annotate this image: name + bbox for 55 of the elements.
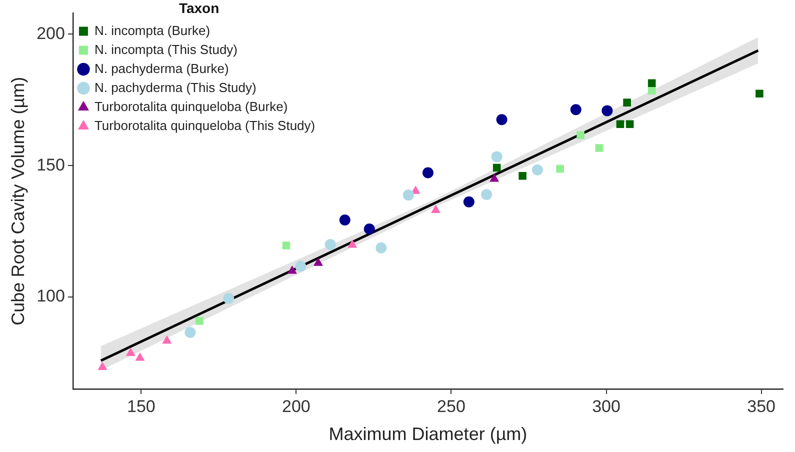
point [576, 131, 584, 140]
point [324, 238, 336, 250]
point [282, 242, 290, 250]
point [295, 260, 306, 272]
point [602, 105, 613, 116]
point [287, 266, 297, 274]
x-tick-label: 150 [126, 396, 156, 416]
legend-label: N. incompta (This Study) [94, 42, 238, 57]
point [98, 362, 108, 370]
point [223, 292, 234, 304]
point [364, 223, 375, 234]
point [518, 172, 526, 180]
point [422, 167, 434, 178]
point [756, 90, 764, 98]
point [623, 98, 631, 106]
point [402, 190, 414, 201]
y-axis-title: Cube Root Cavity Volume (µm) [8, 76, 28, 326]
point [376, 242, 387, 254]
point [570, 104, 582, 116]
legend-label: N. incompta (Burke) [94, 22, 210, 38]
y-tick-label: 200 [36, 24, 65, 43]
x-tick-label: 350 [747, 396, 776, 416]
point [463, 196, 474, 208]
x-axis-title: Maximum Diameter (µm) [328, 424, 528, 444]
y-tick-label: 100 [36, 286, 65, 306]
point [491, 151, 502, 162]
point [196, 317, 204, 325]
point [626, 120, 634, 128]
point [184, 327, 196, 338]
point [595, 144, 604, 152]
point [126, 348, 136, 356]
point [616, 120, 624, 128]
legend-label: Turborotalita quinqueloba (This Study) [94, 118, 316, 133]
legend-label: N. pachyderma (This Study) [94, 80, 256, 95]
point [490, 174, 500, 182]
point [162, 335, 172, 344]
x-tick-label: 250 [437, 396, 466, 416]
point [339, 214, 350, 226]
y-tick-label: 150 [36, 155, 65, 174]
x-tick-label: 300 [592, 396, 620, 416]
point [135, 352, 145, 361]
point [348, 239, 358, 248]
point [492, 164, 501, 172]
point [313, 258, 323, 266]
point [430, 204, 440, 214]
legend-title: Taxon [178, 0, 220, 16]
point [532, 164, 543, 176]
point [481, 189, 492, 200]
point [496, 114, 508, 126]
point [556, 164, 564, 173]
legend-label: Turborotalita quinqueloba (Burke) [94, 98, 288, 114]
point [648, 79, 656, 87]
legend-label: N. pachyderma (Burke) [94, 60, 229, 76]
x-tick-label: 200 [282, 396, 310, 416]
point [648, 86, 656, 94]
